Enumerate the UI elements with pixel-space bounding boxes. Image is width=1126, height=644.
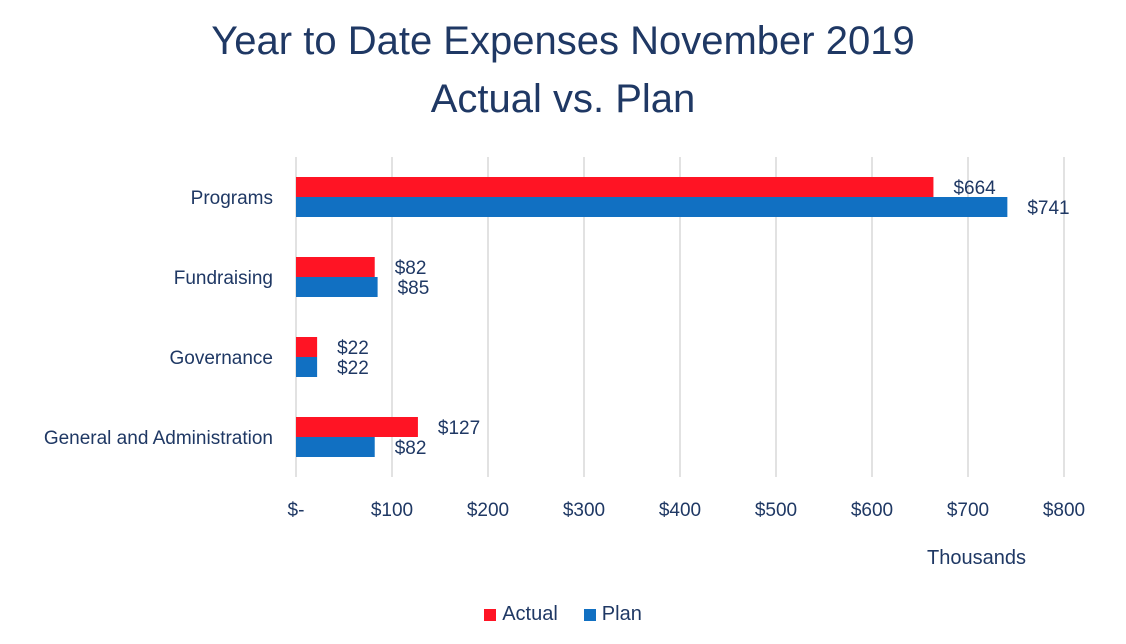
bar-actual[interactable] bbox=[296, 257, 375, 277]
legend-label-actual: Actual bbox=[502, 603, 558, 625]
legend: Actual Plan bbox=[0, 603, 1126, 626]
x-axis-label: Thousands bbox=[927, 547, 1026, 569]
data-label: $664 bbox=[953, 178, 996, 199]
data-label: $22 bbox=[337, 338, 369, 359]
x-tick-label: $- bbox=[288, 500, 305, 521]
data-label: $741 bbox=[1027, 198, 1069, 219]
legend-swatch-actual bbox=[484, 608, 497, 621]
x-tick-label: $200 bbox=[467, 500, 509, 521]
category-label: General and Administration bbox=[44, 428, 273, 449]
x-tick-label: $500 bbox=[755, 500, 797, 521]
data-label: $85 bbox=[398, 278, 430, 299]
x-tick-label: $400 bbox=[659, 500, 701, 521]
legend-label-plan: Plan bbox=[601, 603, 642, 625]
bar-actual[interactable] bbox=[296, 177, 934, 197]
data-label: $82 bbox=[395, 438, 427, 459]
chart-title: Year to Date Expenses November 2019 bbox=[211, 19, 915, 63]
x-tick-label: $600 bbox=[851, 500, 893, 521]
data-label: $82 bbox=[395, 258, 427, 279]
category-label: Fundraising bbox=[174, 268, 273, 289]
data-label: $127 bbox=[438, 418, 480, 439]
x-tick-label: $700 bbox=[947, 500, 989, 521]
category-label: Programs bbox=[191, 188, 273, 209]
bar-plan[interactable] bbox=[296, 277, 378, 297]
bar-plan[interactable] bbox=[296, 197, 1008, 217]
legend-swatch-plan bbox=[583, 608, 596, 621]
bar-actual[interactable] bbox=[296, 337, 318, 357]
bar-plan[interactable] bbox=[296, 357, 318, 377]
bar-plan[interactable] bbox=[296, 437, 375, 457]
chart-subtitle: Actual vs. Plan bbox=[430, 77, 696, 121]
bar-actual[interactable] bbox=[296, 417, 418, 437]
legend-item-plan[interactable]: Plan bbox=[583, 603, 642, 626]
data-label: $22 bbox=[337, 358, 369, 379]
bar-chart: $664$741$82$85$22$22$127$82 $- $100 $200 $3… bbox=[44, 157, 1085, 569]
legend-item-actual[interactable]: Actual bbox=[484, 603, 558, 626]
category-label: Governance bbox=[169, 348, 273, 369]
x-tick-label: $800 bbox=[1043, 500, 1085, 521]
x-tick-label: $300 bbox=[563, 500, 605, 521]
x-tick-label: $100 bbox=[371, 500, 413, 521]
